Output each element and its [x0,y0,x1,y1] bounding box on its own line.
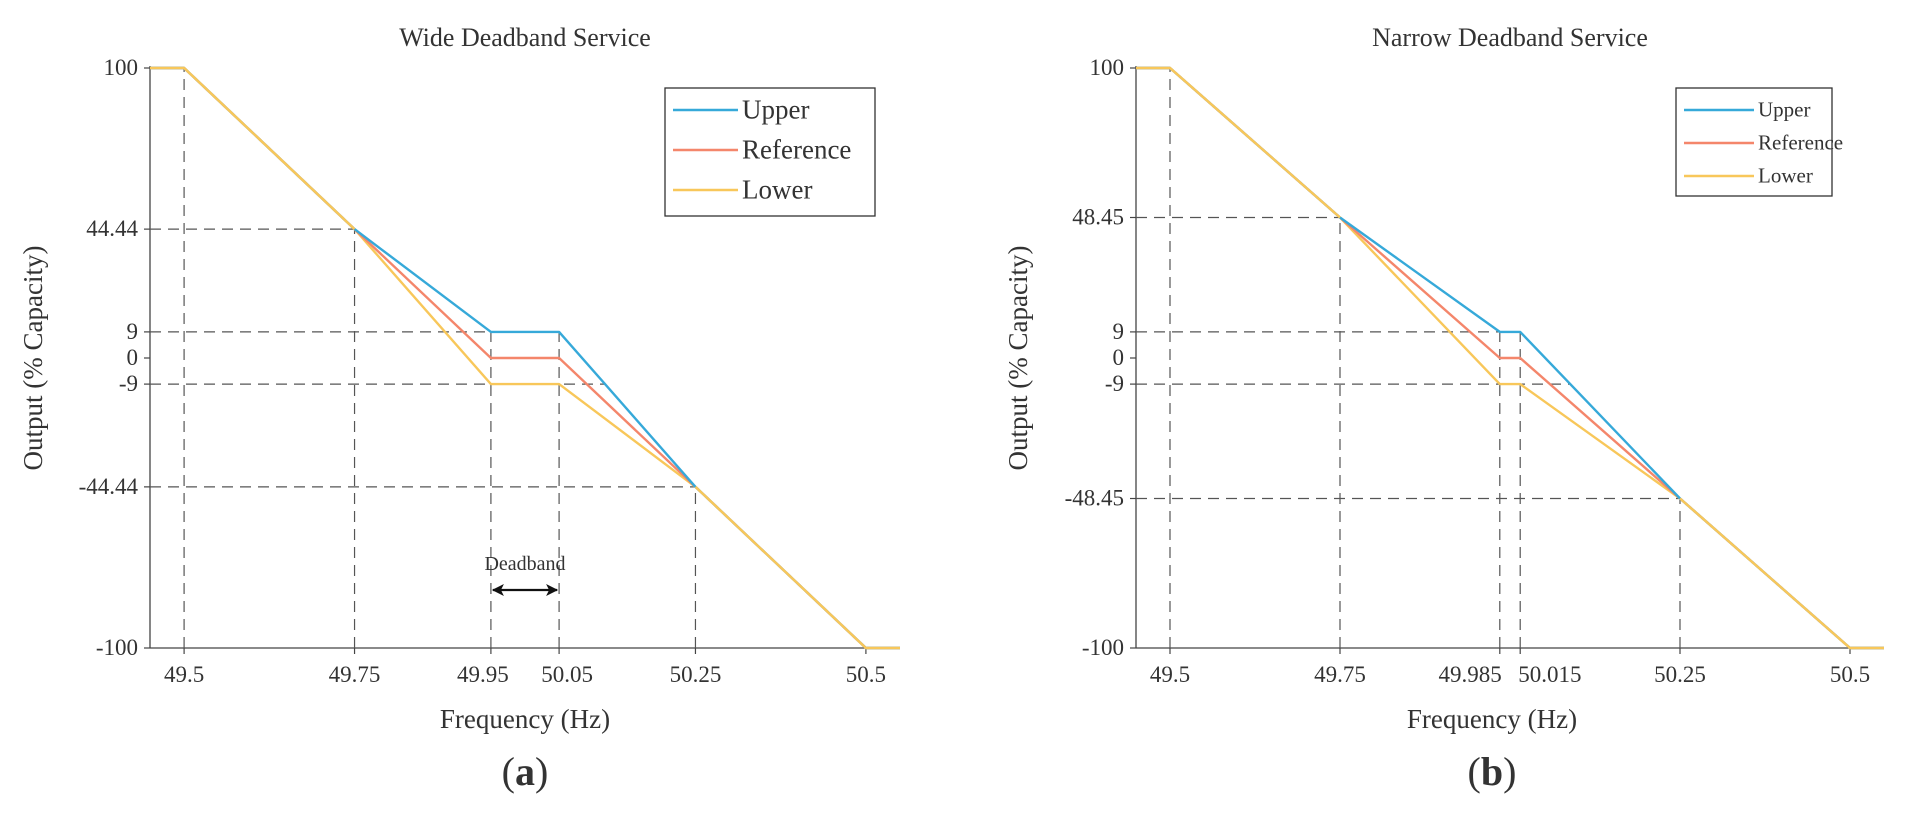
y-tick-label: -44.44 [79,474,139,499]
legend-box [664,87,876,217]
x-tick-label: 50.25 [1654,662,1706,687]
y-tick-label: 0 [127,345,139,370]
y-tick-label: 100 [1090,55,1125,80]
legend: Upper Reference Lower [1675,87,1843,197]
panel-caption: (b) [1468,749,1517,794]
x-tick-label: 50.5 [1830,662,1870,687]
y-axis-label: Output (% Capacity) [1003,246,1033,471]
x-tick-label: 50.05 [541,662,593,687]
x-tick-label: 50.5 [846,662,886,687]
legend: Upper Reference Lower [664,87,876,217]
deadband-arrow-left-head [491,584,504,596]
panel-label: a [515,749,535,794]
y-tick-label: -9 [1105,371,1124,396]
legend-label-reference: Reference [742,135,851,165]
deadband-label: Deadband [484,553,565,575]
chart-panel-a: Wide Deadband Service 100 44.44 90-9 -44.44 -… [18,23,900,794]
x-tick-label: 49.5 [164,662,204,687]
y-tick-label: -100 [1082,635,1124,660]
legend-label-upper: Upper [742,95,809,125]
y-tick-label: 9 [1113,319,1125,344]
legend-label-lower: Lower [1758,164,1813,188]
chart-title: Wide Deadband Service [399,23,651,52]
series-line-lower-shared [1679,497,1884,650]
legend-label-reference: Reference [1758,131,1843,155]
y-tick-label: 44.44 [86,216,138,241]
panel-label: b [1481,749,1503,794]
deadband-arrow-right-head [546,584,559,596]
x-tick-label: 49.75 [1314,662,1366,687]
y-tick-label: 100 [104,55,139,80]
chart-panel-b: Narrow Deadband Service 100 48.45 90-9 -48.4… [1003,23,1884,794]
y-tick-label: -9 [119,371,138,396]
legend-label-upper: Upper [1758,98,1810,122]
y-tick-label: 0 [1113,345,1125,370]
series-line-lower-shared [1136,66,1341,219]
series-line-lower-shared [150,66,356,230]
y-tick-label: -100 [96,635,138,660]
chart-title: Narrow Deadband Service [1372,23,1648,52]
y-tick-label: 48.45 [1072,204,1124,229]
x-tick-label: 50.25 [670,662,722,687]
panel-caption: (a) [502,749,549,794]
y-tick-label: 9 [127,319,139,344]
x-tick-label: 49.95 [457,662,509,687]
deadband-annotation: Deadband [484,553,566,596]
y-axis-label: Output (% Capacity) [18,246,48,471]
x-tick-label: 49.985 [1439,662,1502,687]
x-tick-label: 49.5 [1150,662,1190,687]
x-axis-label: Frequency (Hz) [440,704,610,734]
x-tick-label: 49.75 [329,662,381,687]
x-tick-label: 50.015 [1518,662,1581,687]
x-axis-label: Frequency (Hz) [1407,704,1577,734]
series-line-lower-shared [694,486,900,650]
legend-label-lower: Lower [742,175,812,205]
y-tick-label: -48.45 [1065,486,1124,511]
